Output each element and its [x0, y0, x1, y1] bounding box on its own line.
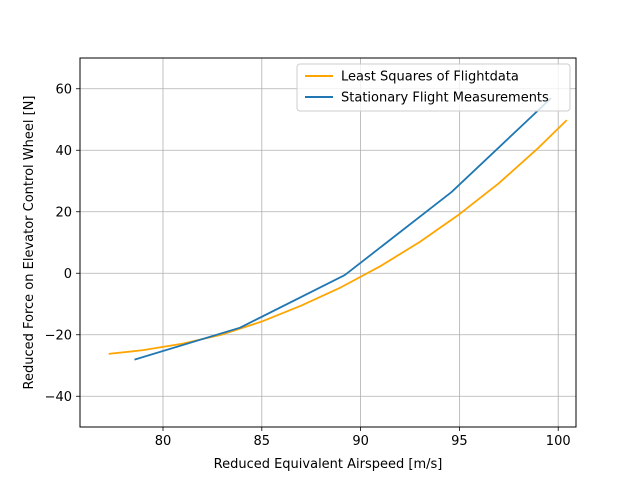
x-tick-label: 100 [546, 434, 571, 449]
y-tick-label: −40 [45, 390, 72, 405]
legend-label-least-squares: Least Squares of Flightdata [341, 70, 519, 85]
x-tick-label: 95 [451, 434, 468, 449]
plot-frame [79, 57, 577, 428]
series-lines [108, 97, 568, 361]
y-tick-label: 20 [55, 205, 72, 220]
stationary-measurements-line [134, 97, 552, 361]
least-squares-line [108, 119, 568, 355]
x-tick-label: 85 [254, 434, 271, 449]
y-tick-label: 40 [55, 144, 72, 159]
y-axis-label: Reduced Force on Elevator Control Wheel … [22, 96, 37, 390]
legend: Least Squares of Flightdata Stationary F… [296, 63, 571, 112]
x-tick-label: 80 [155, 434, 172, 449]
axis-ticks: 80 85 90 95 100 −40 −20 0 20 40 60 [45, 82, 571, 449]
y-tick-label: 0 [64, 267, 72, 282]
x-axis-label: Reduced Equivalent Airspeed [m/s] [214, 457, 443, 472]
legend-label-stationary: Stationary Flight Measurements [341, 91, 549, 106]
x-tick-label: 90 [352, 434, 369, 449]
legend-box [296, 63, 571, 112]
y-tick-label: 60 [55, 82, 72, 97]
y-tick-label: −20 [45, 328, 72, 343]
